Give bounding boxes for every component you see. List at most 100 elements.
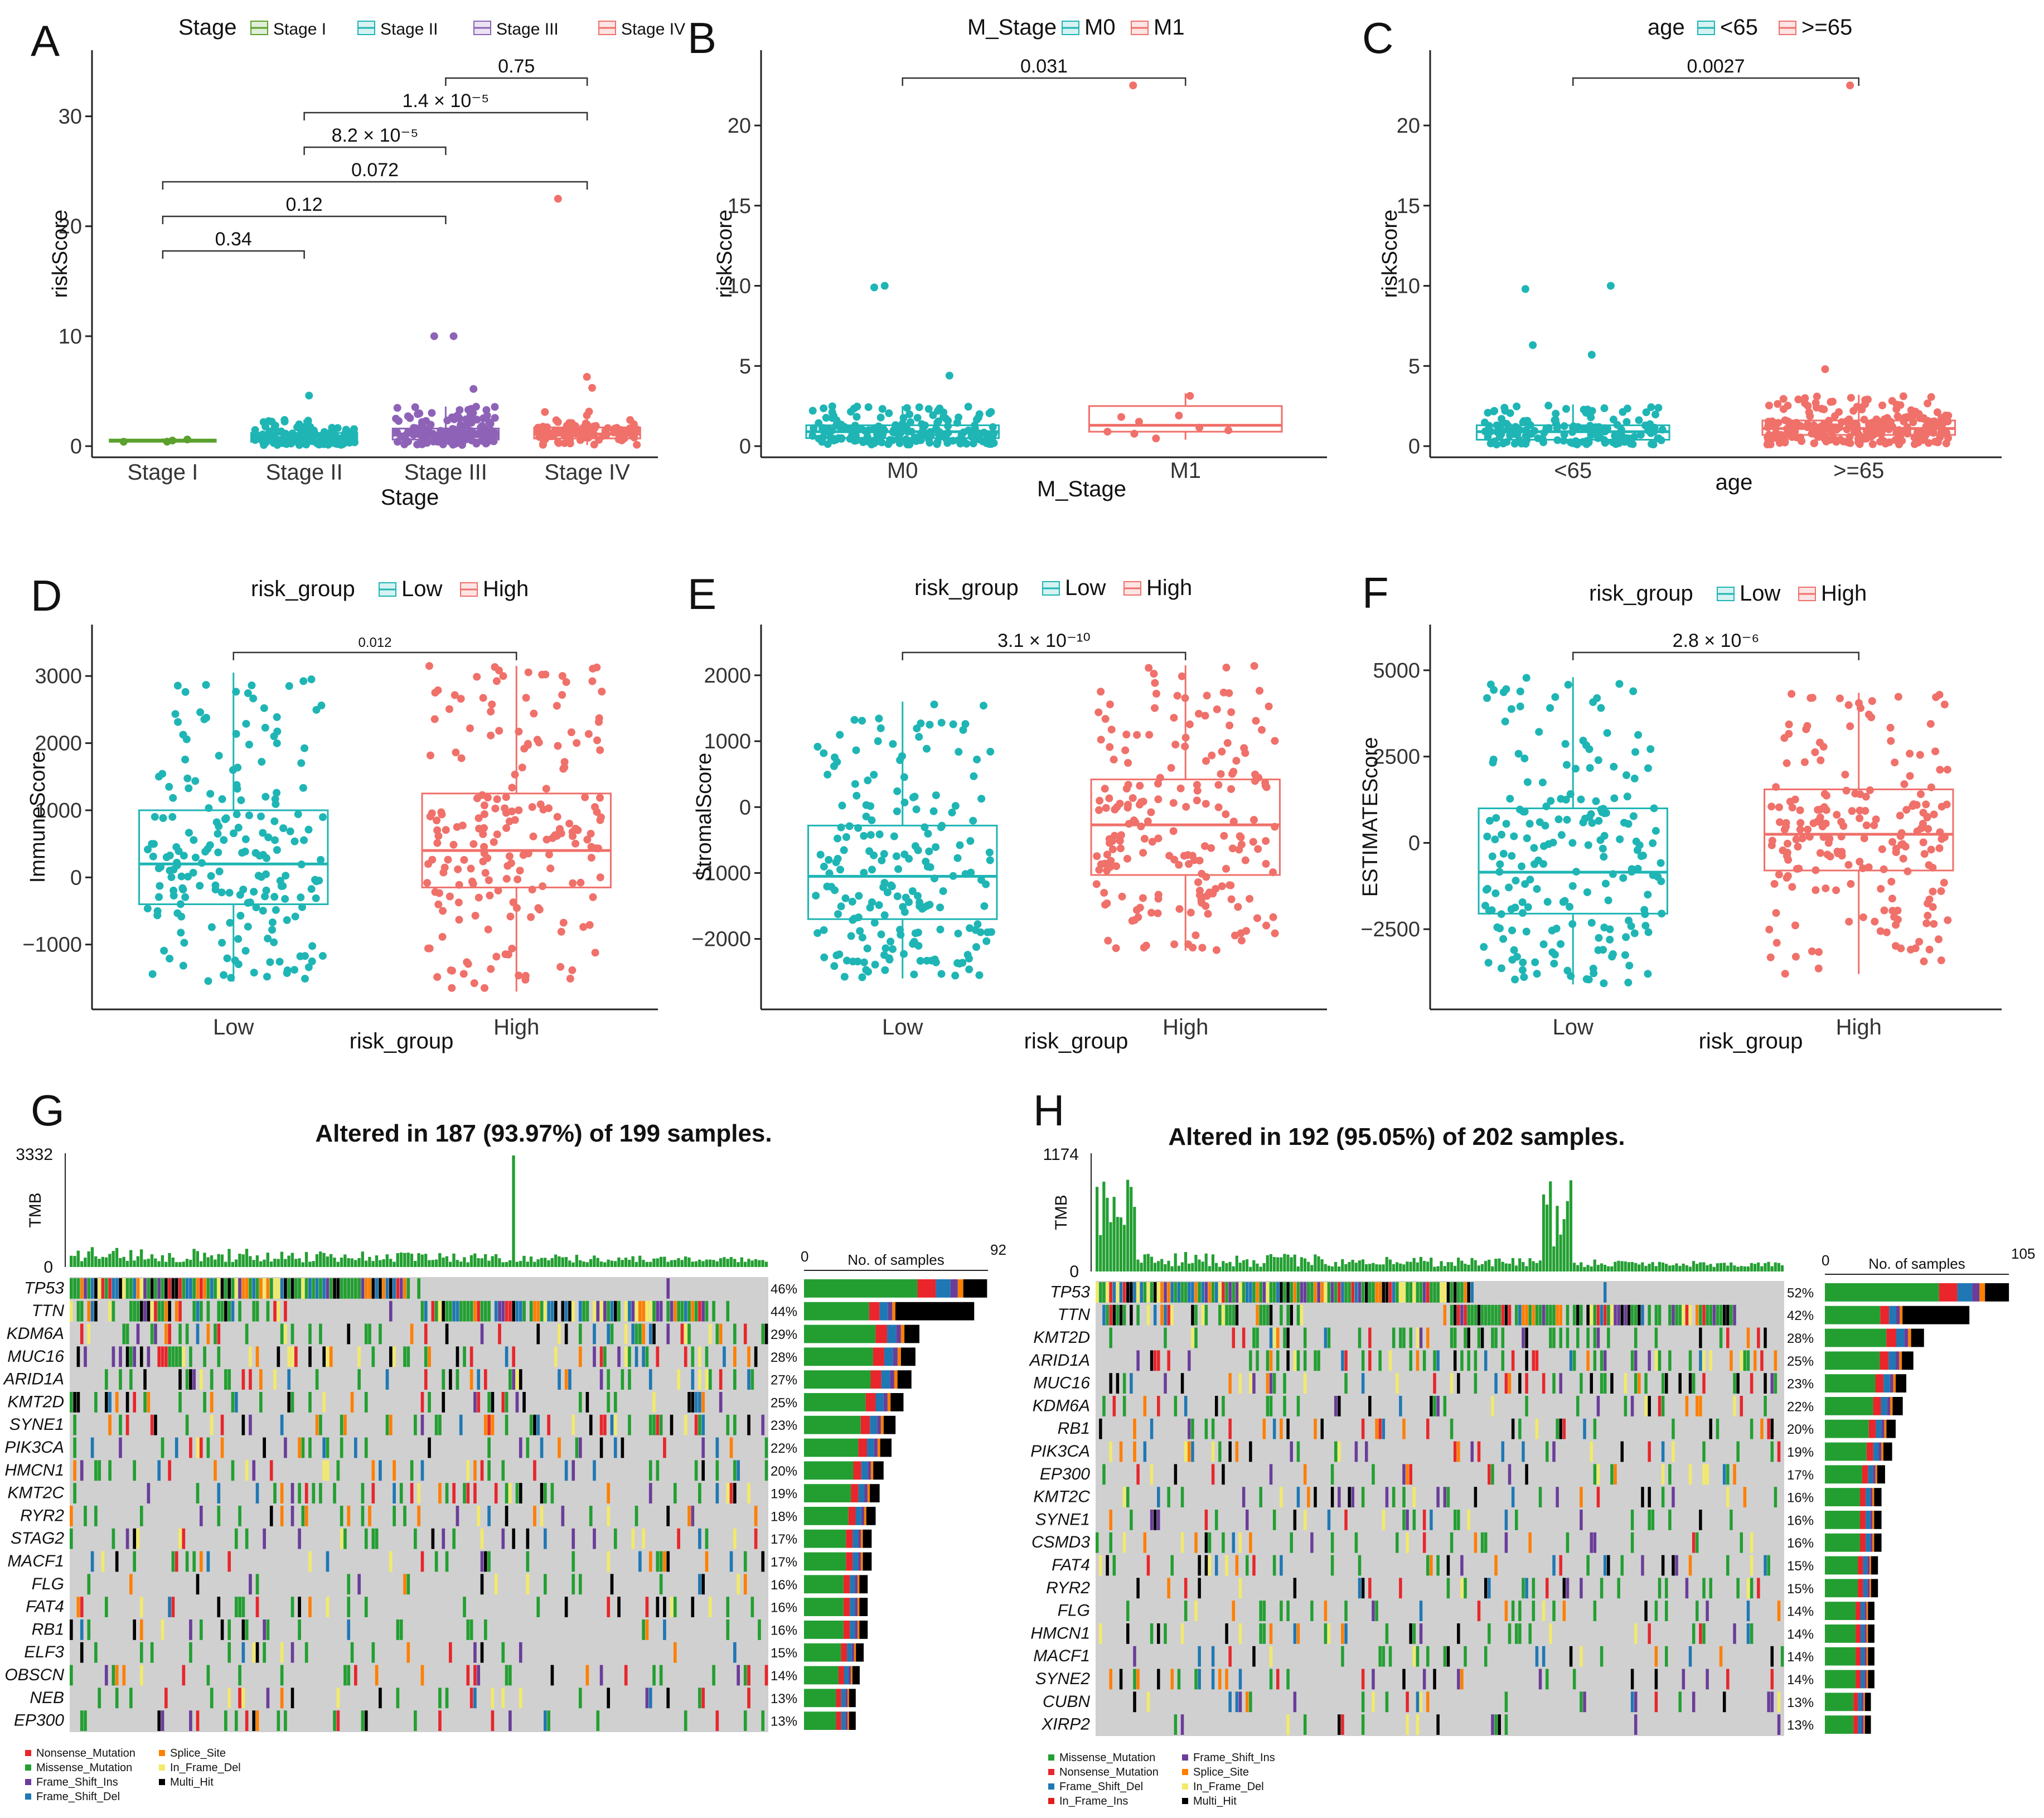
data-point <box>1223 739 1232 747</box>
data-point <box>1093 852 1101 860</box>
mutation-cell <box>1464 1646 1467 1667</box>
mutation-cell <box>393 1483 396 1503</box>
data-point <box>1817 756 1825 765</box>
tmb-bar <box>1464 1264 1467 1271</box>
tmb-bar <box>217 1254 220 1267</box>
mutation-cell <box>1150 1623 1154 1644</box>
data-point <box>1814 806 1822 814</box>
tmb-bar <box>1194 1255 1198 1271</box>
data-point <box>1510 946 1518 954</box>
data-point <box>546 864 555 873</box>
mutation-cell <box>1654 1350 1658 1371</box>
data-point <box>1195 423 1204 432</box>
mutation-cell <box>273 1278 277 1299</box>
data-point <box>1896 832 1905 840</box>
data-point <box>1515 805 1524 814</box>
data-point <box>985 409 994 418</box>
data-point <box>1541 821 1549 830</box>
data-point <box>397 433 405 441</box>
mutation-cell <box>1222 1396 1225 1416</box>
panel-letter: C <box>1362 13 1393 62</box>
mutation-cell <box>371 1460 375 1481</box>
tmb-bar <box>333 1258 336 1267</box>
tmb-bar <box>634 1261 638 1267</box>
data-point <box>1526 876 1534 884</box>
mutation-cell <box>385 1414 389 1435</box>
pct-label: 16% <box>1787 1536 1814 1551</box>
mutation-cell <box>666 1688 670 1709</box>
mutation-cell <box>185 1369 189 1390</box>
sample-bar-segment <box>870 1461 874 1480</box>
tmb-bar <box>536 1259 540 1267</box>
data-point <box>270 732 278 741</box>
sample-bar-segment <box>804 1461 854 1480</box>
mutation-cell <box>1112 1555 1116 1576</box>
data-point <box>820 404 828 413</box>
mutation-cell <box>1246 1691 1249 1713</box>
mutation-cell <box>1436 1396 1440 1416</box>
data-point <box>1860 834 1868 843</box>
mutation-cell <box>1109 1510 1112 1530</box>
mutation-cell <box>315 1414 319 1435</box>
data-point <box>1830 412 1839 420</box>
data-point <box>932 843 940 851</box>
data-point <box>1182 802 1190 811</box>
mutation-cell <box>1746 1327 1750 1348</box>
data-point <box>435 889 443 897</box>
mutation-cell <box>505 1300 508 1322</box>
mutation-cell <box>1654 1646 1658 1667</box>
mutation-cell <box>593 1528 596 1549</box>
tmb-bar <box>199 1261 203 1267</box>
data-point <box>486 891 494 900</box>
data-point <box>1825 417 1833 425</box>
data-point <box>250 888 258 896</box>
mutation-matrix <box>1096 1281 1784 1736</box>
data-point <box>1806 694 1815 702</box>
legend-label: High <box>483 577 529 601</box>
pct-label: 17% <box>1787 1468 1814 1483</box>
sample-bar-segment <box>857 1598 860 1616</box>
mutation-cell <box>1538 1304 1542 1326</box>
sample-bar-segment <box>864 1507 866 1525</box>
pct-label: 16% <box>1787 1491 1814 1506</box>
tmb-bar <box>1634 1263 1638 1271</box>
sample-bar-segment <box>1870 1511 1873 1529</box>
data-point <box>506 912 515 921</box>
mutation-cell <box>1566 1304 1570 1326</box>
mutation-cell <box>1378 1646 1382 1667</box>
mutation-cell <box>1338 1396 1341 1416</box>
pct-label: 52% <box>1787 1285 1814 1300</box>
data-point <box>1566 790 1575 798</box>
data-point <box>557 927 565 936</box>
gene-label: KMT2D <box>1033 1328 1090 1347</box>
mutation-cell <box>449 1369 452 1390</box>
data-point <box>1547 797 1555 805</box>
sample-bar-segment <box>1908 1328 1911 1347</box>
mutation-cell <box>1276 1669 1280 1690</box>
mutation-cell <box>1556 1304 1559 1326</box>
tmb-bar <box>1388 1259 1392 1271</box>
mutation-cell <box>1198 1646 1201 1667</box>
sample-bar-segment <box>861 1461 868 1480</box>
data-point <box>434 900 443 908</box>
mutation-cell <box>161 1278 164 1299</box>
mutation-cell <box>634 1300 638 1322</box>
mutation-cell <box>512 1346 516 1367</box>
mutation-cell <box>1426 1327 1430 1348</box>
tmb-bar <box>571 1262 575 1267</box>
tmb-bar <box>1638 1264 1641 1271</box>
data-point <box>297 860 306 869</box>
mutation-cell <box>1460 1555 1464 1576</box>
gene-label: ELF3 <box>24 1643 64 1661</box>
mutation-cell <box>1726 1464 1730 1485</box>
mutation-cell <box>1310 1282 1314 1303</box>
mutation-cell <box>189 1369 192 1390</box>
mutation-cell <box>1406 1282 1409 1303</box>
mutation-cell <box>1746 1601 1750 1621</box>
mutation-cell <box>1661 1487 1665 1507</box>
data-point <box>316 438 324 446</box>
mutation-cell <box>290 1323 294 1345</box>
outlier-point <box>1129 81 1137 90</box>
mutation-cell <box>1122 1373 1126 1394</box>
mutation-cell <box>1760 1350 1764 1371</box>
